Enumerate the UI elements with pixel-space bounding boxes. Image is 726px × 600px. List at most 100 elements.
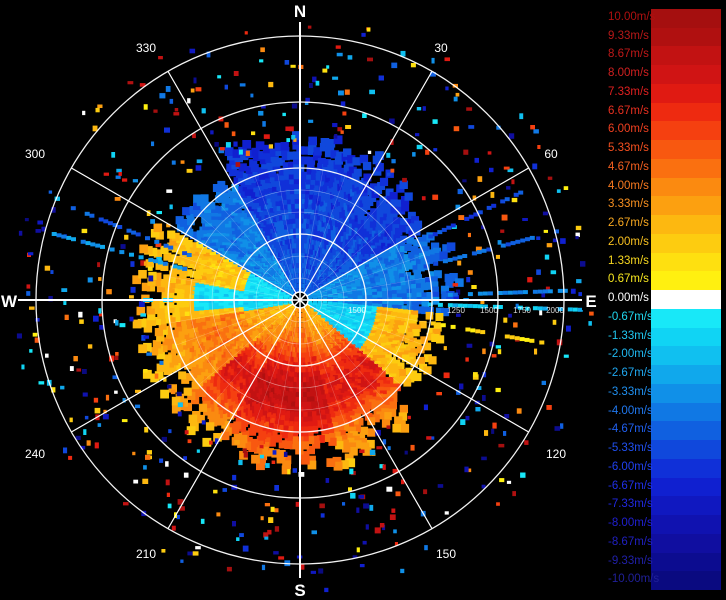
echo-cell: [197, 292, 204, 299]
echo-noise: [262, 121, 266, 127]
echo-noise: [345, 125, 352, 129]
echo-cell: [408, 323, 416, 331]
echo-cell: [363, 202, 371, 210]
echo-noise: [41, 226, 46, 232]
echo-cell: [245, 165, 254, 174]
echo-cell: [343, 180, 351, 189]
echo-noise: [358, 494, 364, 499]
echo-streak: [471, 251, 477, 256]
echo-cell: [187, 246, 196, 254]
echo-noise: [466, 277, 471, 283]
echo-cell: [331, 396, 339, 403]
echo-cell: [200, 194, 209, 203]
echo-noise: [495, 254, 500, 259]
echo-cell: [149, 347, 159, 356]
echo-cell: [300, 411, 308, 419]
echo-cell: [348, 166, 357, 175]
echo-cell: [393, 234, 401, 242]
echo-cell: [340, 201, 347, 209]
echo-noise: [119, 323, 126, 328]
echo-cell: [436, 335, 445, 344]
echo-noise: [239, 533, 244, 537]
echo-cell: [198, 403, 208, 412]
echo-cell: [416, 292, 424, 300]
echo-cell: [191, 396, 200, 405]
echo-cell: [182, 304, 190, 312]
echo-cell: [288, 401, 296, 409]
echo-cell: [355, 417, 364, 426]
echo-noise: [291, 135, 296, 140]
echo-cell: [161, 361, 170, 370]
echo-noise: [48, 296, 53, 302]
echo-cell: [174, 323, 183, 332]
echo-cell: [303, 391, 311, 399]
echo-cell: [156, 305, 165, 314]
echo-noise: [519, 113, 524, 120]
echo-cell: [390, 279, 397, 286]
echo-streak: [542, 289, 548, 294]
echo-cell: [272, 383, 280, 391]
echo-cell: [403, 378, 412, 387]
echo-cell: [185, 340, 193, 348]
echo-cell: [251, 202, 259, 210]
echo-cell: [158, 321, 167, 330]
echo-noise: [143, 261, 148, 266]
echo-cell: [172, 362, 181, 371]
echo-cell: [209, 316, 216, 324]
echo-noise: [379, 523, 385, 528]
echo-cell: [440, 285, 450, 294]
echo-streak: [462, 254, 468, 258]
echo-cell: [229, 156, 238, 165]
echo-noise: [389, 118, 395, 124]
echo-noise: [539, 310, 543, 316]
echo-cell: [301, 156, 310, 165]
echo-cell: [386, 265, 394, 272]
echo-cell: [276, 454, 286, 464]
echo-noise: [114, 390, 118, 394]
echo-noise: [184, 430, 189, 435]
echo-streak: [500, 243, 506, 248]
echo-noise: [369, 89, 375, 95]
echo-noise: [103, 172, 109, 176]
echo-cell: [426, 292, 435, 300]
echo-noise: [35, 229, 41, 233]
echo-cell: [256, 435, 265, 444]
echo-cell: [379, 316, 387, 324]
echo-cell: [387, 366, 396, 375]
echo-cell: [386, 307, 393, 315]
echo-cell: [161, 289, 170, 298]
echo-cell: [389, 319, 397, 326]
echo-cell: [189, 256, 197, 264]
echo-cell: [261, 192, 269, 200]
echo-cell: [386, 252, 394, 260]
echo-noise: [242, 448, 247, 454]
echo-noise: [63, 301, 67, 305]
echo-noise: [155, 243, 162, 248]
echo-cell: [192, 307, 200, 315]
echo-cell: [178, 277, 186, 285]
echo-cell: [180, 268, 188, 276]
echo-cell: [379, 177, 389, 186]
echo-cell: [183, 402, 192, 412]
echo-noise: [259, 445, 264, 449]
echo-cell: [395, 227, 403, 236]
echo-cell: [173, 319, 182, 327]
echo-cell: [399, 321, 407, 329]
echo-cell: [411, 301, 419, 309]
echo-cell: [392, 293, 399, 301]
echo-noise: [156, 256, 162, 262]
echo-noise: [387, 172, 391, 176]
echo-cell: [360, 189, 369, 197]
echo-cell: [269, 393, 277, 400]
echo-cell: [343, 191, 352, 200]
echo-cell: [351, 435, 360, 444]
echo-noise: [94, 407, 101, 414]
echo-cell: [231, 201, 239, 210]
echo-cell: [168, 352, 177, 361]
echo-cell: [260, 395, 268, 403]
echo-noise: [575, 236, 579, 240]
echo-noise: [147, 266, 153, 271]
echo-cell: [343, 202, 351, 210]
echo-noise: [552, 238, 558, 243]
echo-cell: [204, 317, 211, 325]
